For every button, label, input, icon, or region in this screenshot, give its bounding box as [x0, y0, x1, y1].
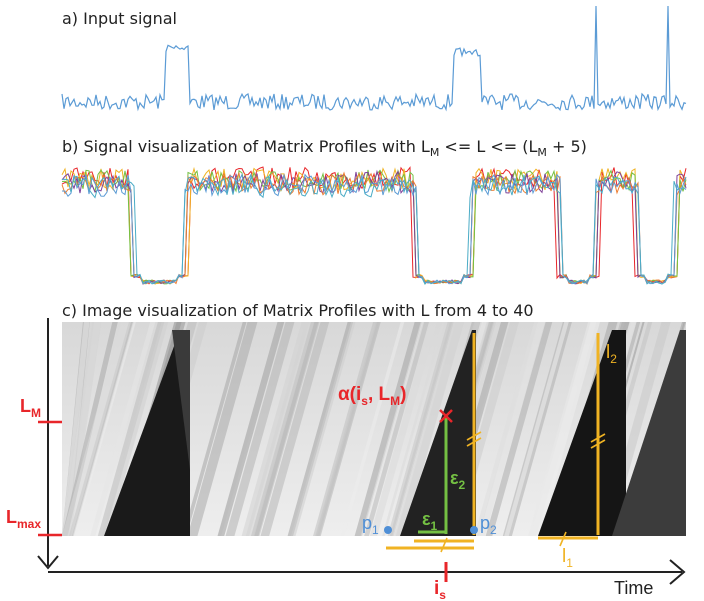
time-axis: [48, 559, 686, 585]
texture-streak: [62, 322, 90, 536]
alpha-label: α(is, LM): [338, 384, 406, 408]
p1-point: [384, 526, 392, 534]
texture-streak: [217, 322, 285, 536]
texture-streak: [474, 322, 539, 536]
texture-streak: [260, 322, 330, 536]
dark-motif-region-3: [538, 330, 626, 536]
l2-label: l2: [606, 342, 617, 366]
p2-label: p2: [480, 513, 497, 537]
texture-streak: [354, 322, 422, 536]
p1-label: p1: [362, 513, 379, 537]
texture-streak: [478, 322, 545, 536]
length-axis: [37, 318, 62, 570]
texture-streak: [90, 322, 156, 536]
lm-label: LM: [20, 396, 41, 420]
texture-streak: [369, 322, 438, 536]
matrix-profile-trace: [61, 174, 687, 285]
texture-streak: [182, 322, 247, 536]
l1-label: l1: [562, 546, 573, 570]
orange-markers: [386, 333, 606, 553]
dark-motif-region-4: [612, 330, 686, 536]
texture-streak: [504, 322, 569, 536]
texture-streak: [245, 322, 315, 536]
dark-motif-shade-1: [172, 330, 190, 470]
texture-streak: [253, 322, 320, 536]
matrix-profile-signals: [61, 166, 687, 285]
lmax-label: Lmax: [6, 507, 41, 531]
texture-streak: [62, 322, 132, 536]
matrix-profile-trace: [61, 172, 687, 285]
panel-a-title: a) Input signal: [62, 9, 177, 28]
epsilon-lines: [418, 418, 448, 534]
texture-streak: [528, 322, 597, 536]
texture-streak: [364, 322, 429, 536]
matrix-profile-image: [62, 322, 686, 536]
texture-streak: [291, 322, 356, 536]
time-label: Time: [614, 578, 653, 598]
texture-streak: [313, 322, 380, 536]
texture-streak: [187, 322, 258, 536]
texture-streak: [389, 322, 453, 536]
dark-motif-region-1: [104, 330, 190, 536]
texture-streak: [72, 322, 136, 536]
texture-streak: [101, 322, 169, 536]
dark-motif-region-2: [400, 330, 476, 536]
input-signal-line: [61, 5, 687, 112]
input-signal-panel: [61, 5, 687, 112]
panel-b-title: b) Signal visualization of Matrix Profil…: [62, 137, 587, 159]
texture-streak: [62, 322, 118, 536]
texture-streak: [485, 322, 553, 536]
texture-streak: [394, 322, 464, 536]
texture-streak: [62, 322, 101, 536]
matrix-profile-trace: [61, 169, 687, 285]
texture-streak: [340, 322, 405, 536]
is-label: is: [434, 578, 446, 601]
epsilon-2-label: ε2: [450, 468, 466, 492]
matrix-profile-trace: [61, 171, 687, 285]
texture-streak: [360, 322, 423, 536]
epsilon-1-label: ε1: [422, 509, 438, 533]
alpha-point-marker: [439, 409, 453, 423]
texture-streak: [382, 322, 445, 536]
p2-point: [470, 526, 478, 534]
texture-streak: [225, 322, 295, 536]
panel-c-title: c) Image visualization of Matrix Profile…: [62, 301, 534, 320]
